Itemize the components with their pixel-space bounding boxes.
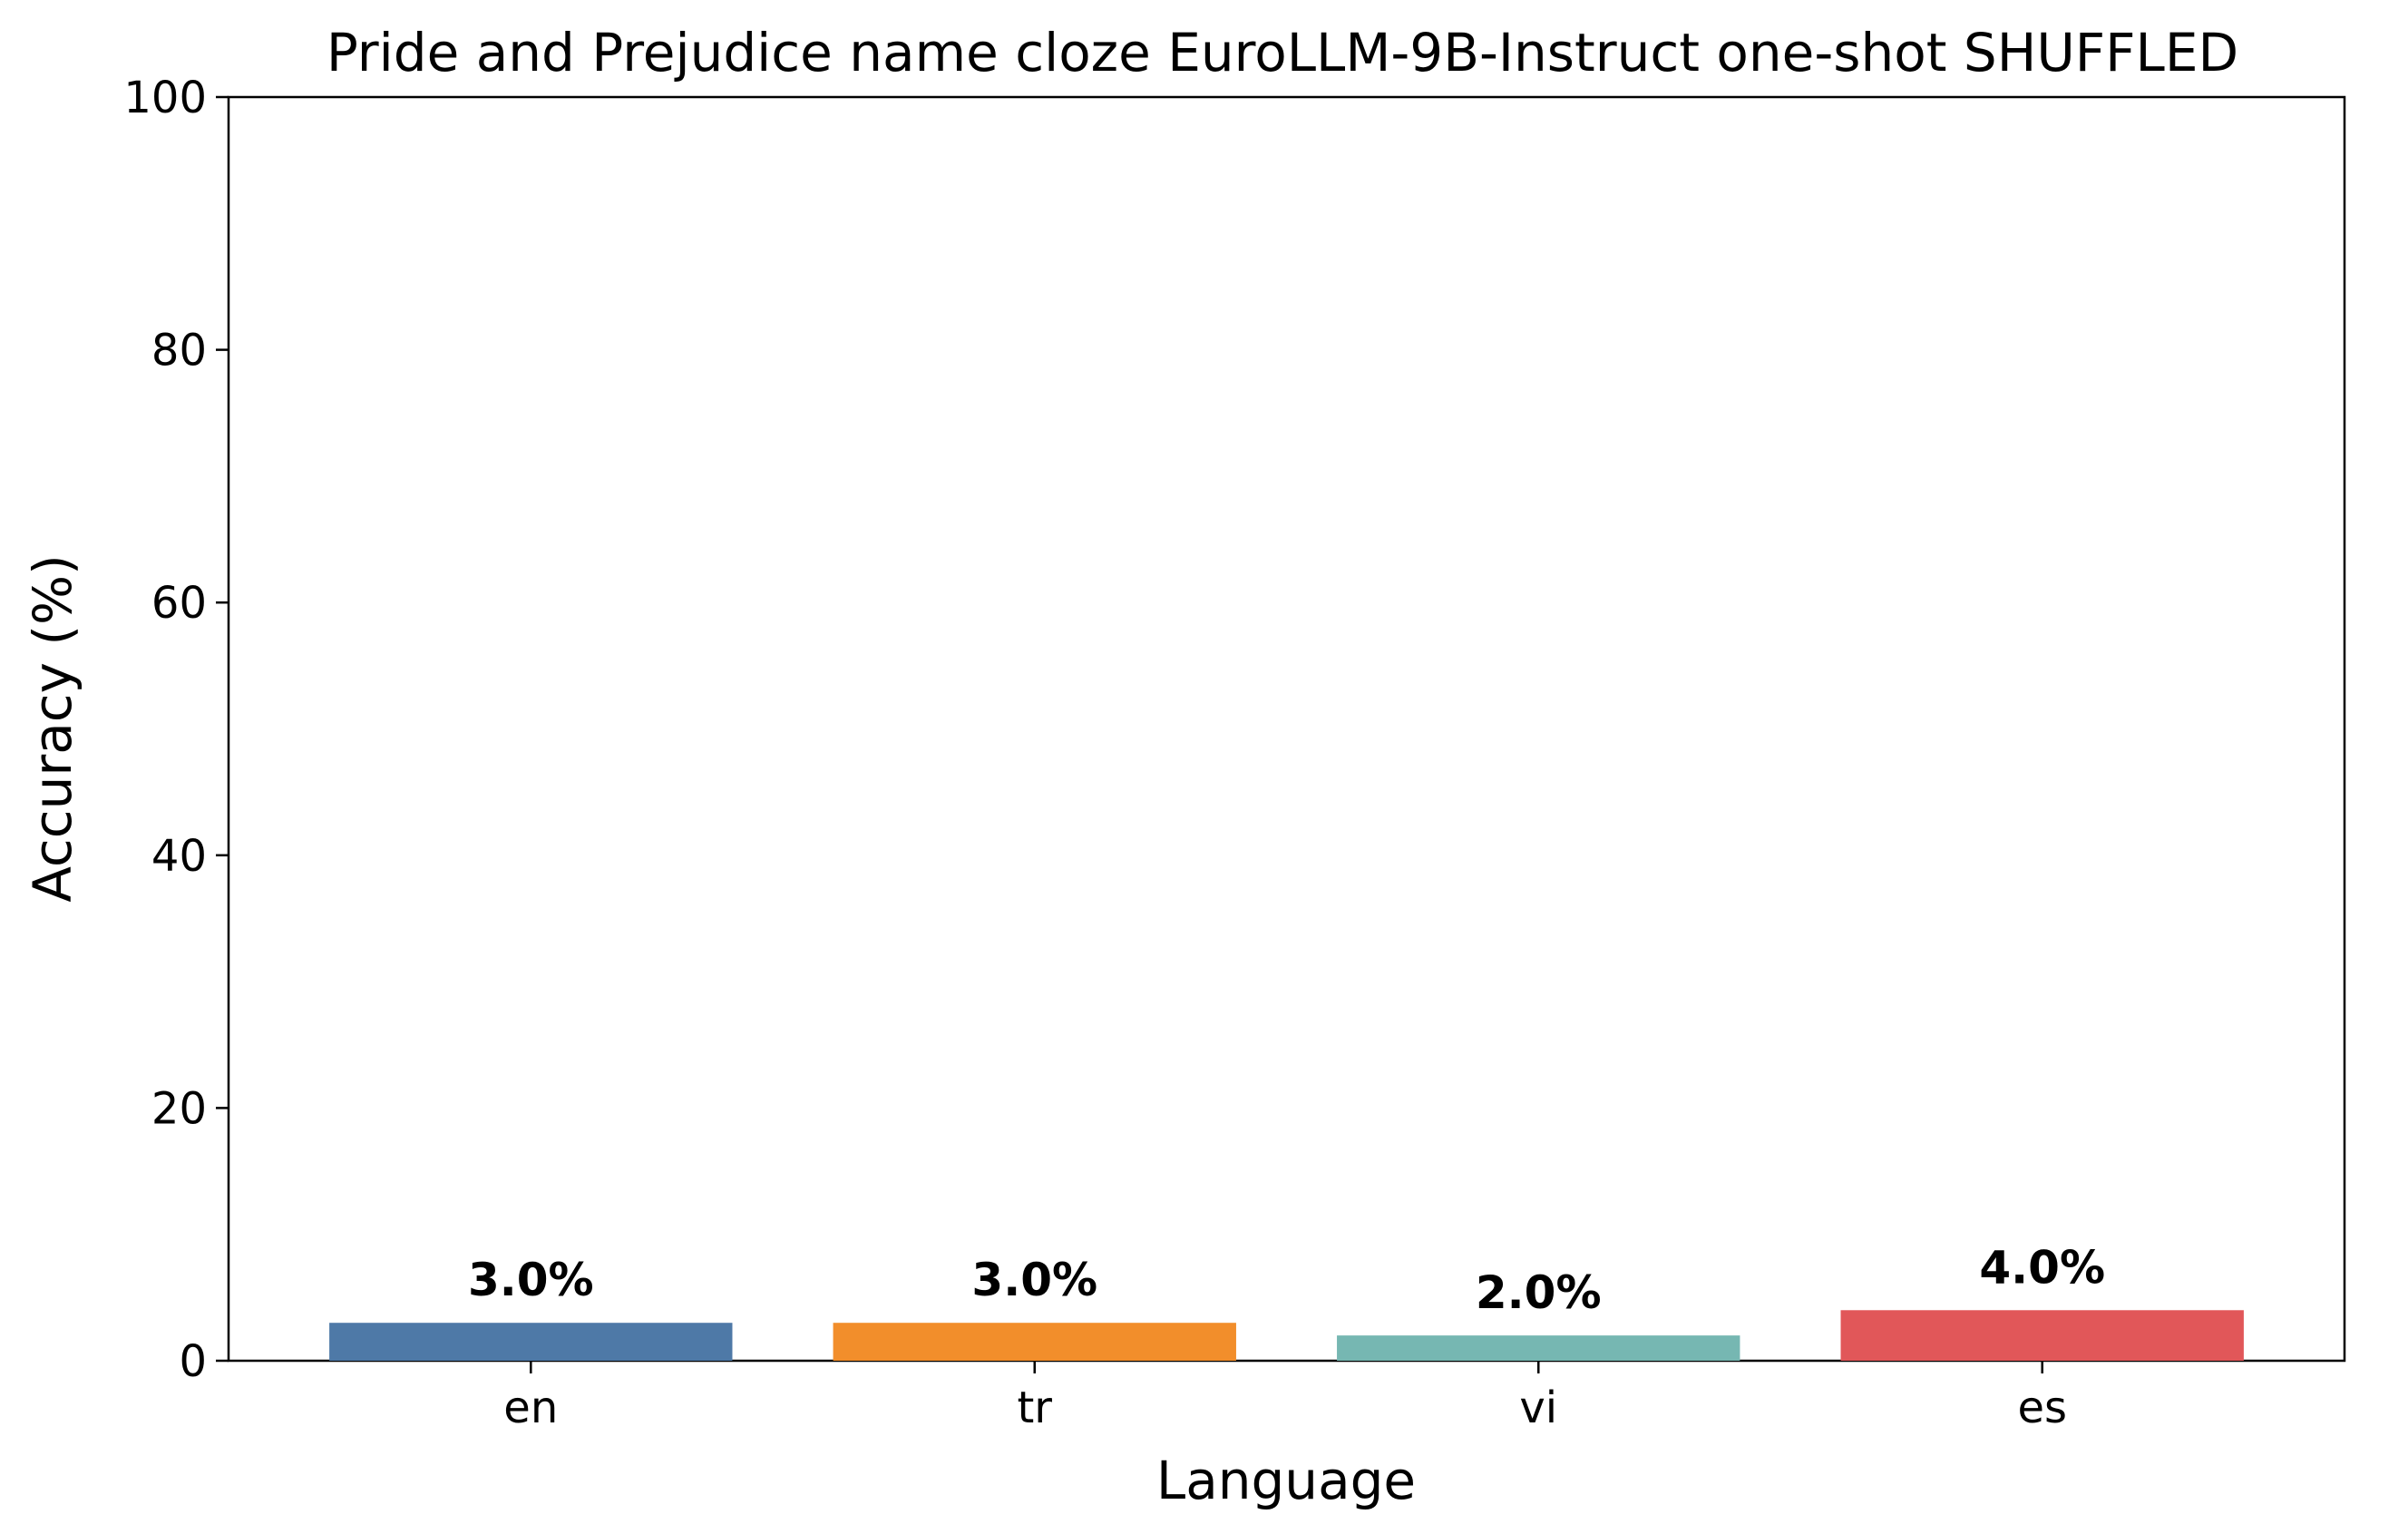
data-label-tr: 3.0%: [971, 1254, 1097, 1306]
y-tick-label: 0: [179, 1336, 207, 1387]
x-tick-label-es: es: [2017, 1383, 2067, 1433]
y-tick-label: 80: [151, 326, 207, 376]
bar-tr: [833, 1323, 1236, 1361]
bar-en: [329, 1323, 733, 1361]
x-tick-label-vi: vi: [1519, 1383, 1557, 1433]
bar-vi: [1337, 1335, 1740, 1361]
y-tick-label: 20: [151, 1083, 207, 1134]
plot-area: [227, 95, 2346, 1363]
data-label-vi: 2.0%: [1476, 1266, 1602, 1319]
bars-group: 3.0% 3.0% 2.0% 4.0%: [329, 1241, 2244, 1361]
y-tick-label: 40: [151, 831, 207, 882]
y-axis-label: Accuracy (%): [22, 554, 83, 903]
chart-title: Pride and Prejudice name cloze EuroLLM-9…: [327, 22, 2238, 83]
x-tick-label-tr: tr: [1017, 1383, 1052, 1433]
data-label-es: 4.0%: [1979, 1241, 2105, 1294]
x-axis-label: Language: [1156, 1450, 1416, 1511]
bar-es: [1840, 1310, 2244, 1361]
x-axis: en tr vi es: [503, 1361, 2067, 1433]
y-tick-label: 60: [151, 578, 207, 629]
y-tick-label: 100: [123, 73, 207, 123]
x-tick-label-en: en: [503, 1383, 558, 1433]
y-axis: 0 20 40 60 80 100: [123, 73, 229, 1387]
data-label-en: 3.0%: [468, 1254, 594, 1306]
